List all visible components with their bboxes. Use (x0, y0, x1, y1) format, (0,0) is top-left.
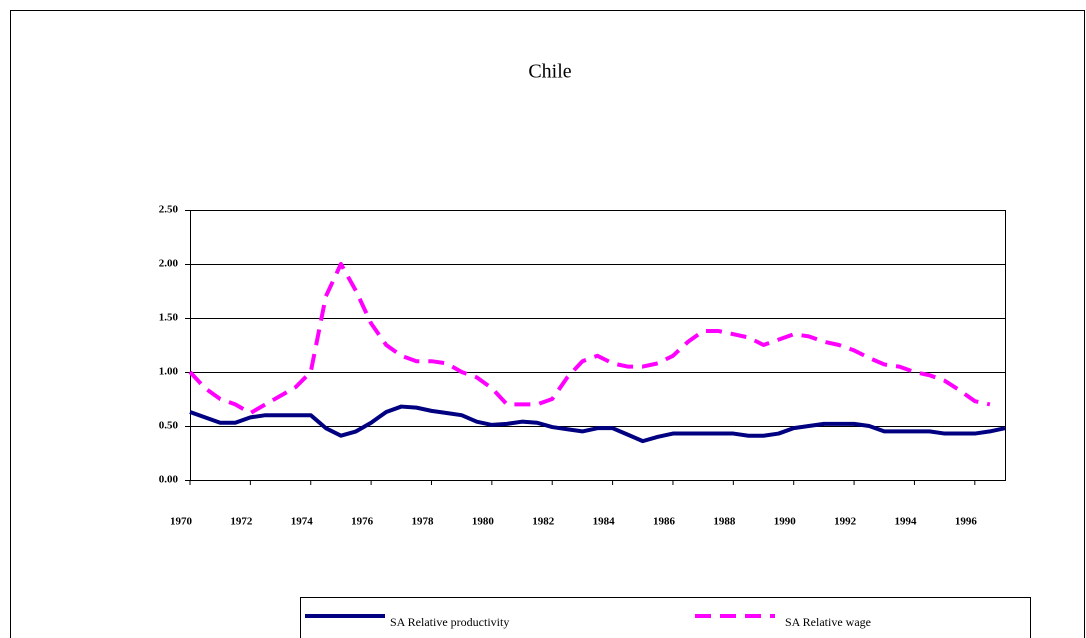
chart-frame (10, 10, 1085, 638)
x-tick-label: 1980 (472, 516, 495, 528)
x-tick-label: 1974 (291, 516, 314, 528)
x-tick-label: 1976 (351, 516, 374, 528)
x-tick-label: 1994 (894, 516, 917, 528)
y-tick-label: 1.50 (159, 312, 179, 324)
x-tick-label: 1972 (230, 516, 253, 528)
x-tick-label: 1986 (653, 516, 676, 528)
legend (300, 597, 1031, 638)
x-tick-label: 1970 (170, 516, 193, 528)
series-line (189, 404, 1006, 444)
x-tick-label: 1996 (955, 516, 978, 528)
x-tick-label: 1978 (411, 516, 434, 528)
x-tick-label: 1982 (532, 516, 555, 528)
y-tick-label: 0.50 (159, 420, 179, 432)
y-tick-label: 2.50 (159, 204, 179, 216)
series-line (188, 262, 991, 416)
y-tick-label: 0.00 (159, 474, 179, 486)
chart-title: Chile (528, 61, 571, 83)
y-tick-label: 2.00 (159, 258, 179, 270)
y-tick-label: 1.00 (159, 366, 179, 378)
x-tick-label: 1984 (593, 516, 616, 528)
x-tick-label: 1988 (713, 516, 736, 528)
x-tick-label: 1990 (774, 516, 797, 528)
legend-label: SA Relative wage (785, 615, 871, 629)
legend-label: SA Relative productivity (390, 615, 509, 629)
x-tick-label: 1992 (834, 516, 857, 528)
